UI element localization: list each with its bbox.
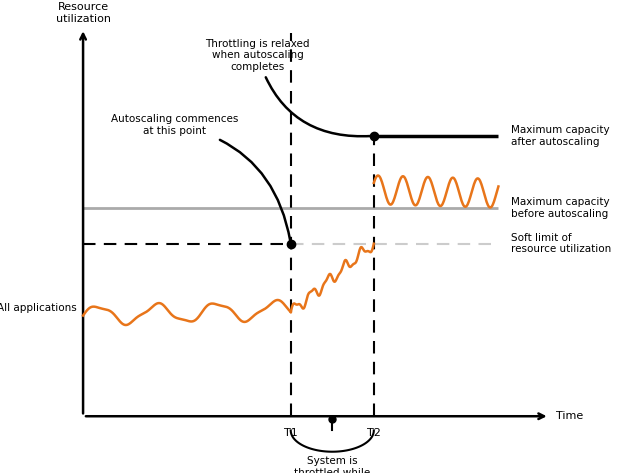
Text: T2: T2	[367, 428, 381, 438]
Text: T1: T1	[284, 428, 298, 438]
Text: Maximum capacity
before autoscaling: Maximum capacity before autoscaling	[511, 197, 610, 219]
Text: System is
throttled while
autoscaling occurs: System is throttled while autoscaling oc…	[283, 456, 381, 473]
Text: Throttling is relaxed
when autoscaling
completes: Throttling is relaxed when autoscaling c…	[205, 39, 371, 136]
Text: All applications: All applications	[0, 303, 77, 314]
Text: Autoscaling commences
at this point: Autoscaling commences at this point	[111, 114, 290, 241]
Text: Resource
utilization: Resource utilization	[56, 2, 111, 24]
Text: Maximum capacity
after autoscaling: Maximum capacity after autoscaling	[511, 125, 610, 147]
Text: Time: Time	[556, 411, 583, 421]
Text: Soft limit of
resource utilization: Soft limit of resource utilization	[511, 233, 612, 254]
